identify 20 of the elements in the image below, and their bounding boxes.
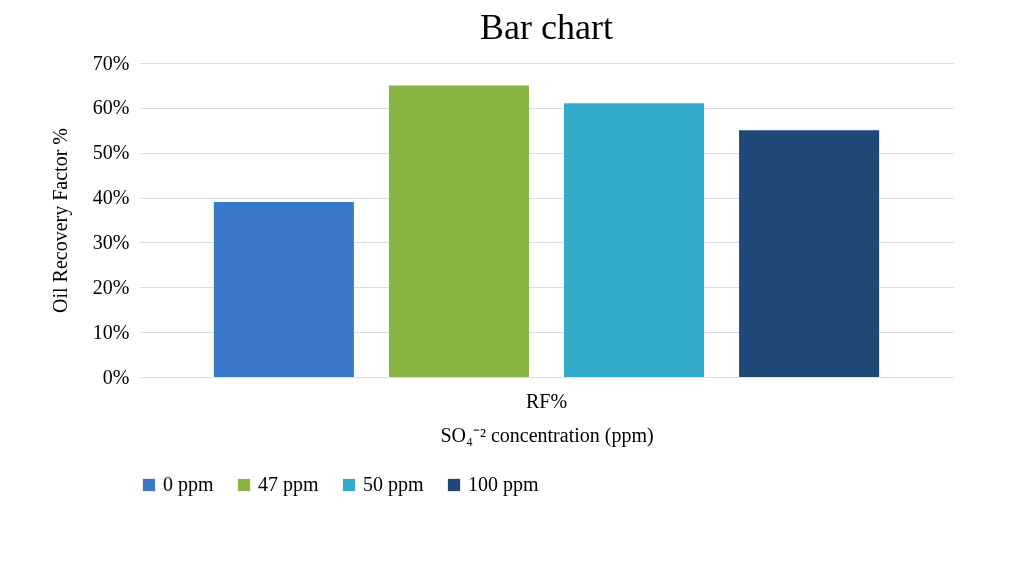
x-tick-label: RF%	[525, 389, 568, 412]
legend-label: 50 ppm	[363, 473, 424, 496]
bar	[388, 85, 529, 377]
y-tick-label: 30%	[92, 230, 130, 253]
y-axis-title: Oil Recovery Factor %	[48, 128, 72, 313]
y-tick-label: 50%	[92, 141, 130, 164]
bar	[739, 130, 880, 377]
y-tick-label: 20%	[92, 275, 130, 298]
legend-label: 47 ppm	[258, 473, 319, 496]
x-axis-title: SO₄⁻² concentration (ppm)	[440, 423, 654, 447]
chart-title: Bar chart	[480, 7, 613, 47]
y-tick-label: 10%	[92, 320, 130, 343]
y-tick-label: 70%	[92, 51, 130, 74]
legend-label: 0 ppm	[163, 473, 214, 496]
y-tick-label: 60%	[92, 96, 130, 119]
y-tick-label: 40%	[92, 186, 130, 209]
bar	[564, 103, 705, 377]
legend-label: 100 ppm	[468, 473, 539, 496]
y-tick-label: 0%	[102, 365, 130, 388]
bar	[213, 202, 354, 377]
